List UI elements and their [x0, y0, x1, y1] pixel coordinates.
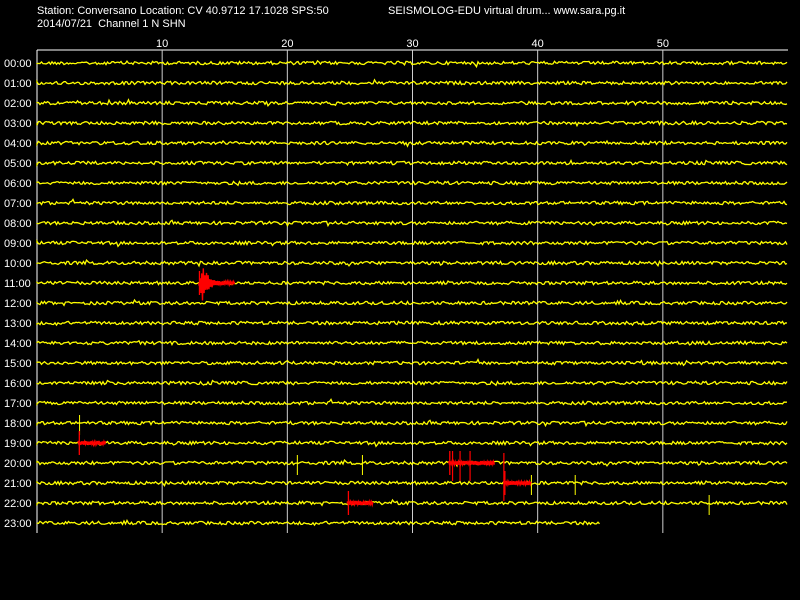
- event-waveform: [346, 498, 374, 508]
- row-label: 17:00: [4, 398, 32, 410]
- x-tick-label: 50: [657, 38, 669, 50]
- label-layer: 10 20 30 40 50 00:00 01:00 02:00 03:00 04:00 05:00…: [4, 38, 669, 530]
- x-tick-label: 40: [532, 38, 544, 50]
- event-waveform: [503, 478, 532, 488]
- trace-row-1500: [36, 358, 788, 367]
- event-1100-0: [197, 268, 236, 301]
- trace-row-1200: [36, 298, 788, 307]
- x-tick-label: 20: [281, 38, 293, 50]
- row-label: 00:00: [4, 58, 32, 70]
- row-label: 03:00: [4, 118, 32, 130]
- trace-row-0400: [36, 139, 788, 148]
- trace-row-0500: [36, 158, 788, 168]
- station-info: Station: Conversano Location: CV 40.9712…: [37, 5, 329, 17]
- x-tick-label: 10: [156, 38, 168, 50]
- trace-row-2100: [36, 480, 788, 487]
- row-label: 19:00: [4, 438, 32, 450]
- trace-row-0000: [36, 59, 788, 69]
- trace-row-0700: [36, 198, 788, 206]
- row-label: 15:00: [4, 358, 32, 370]
- event-waveform: [448, 458, 496, 468]
- trace-row-1900: [36, 440, 788, 448]
- row-label: 23:00: [4, 518, 32, 530]
- trace-row-1700: [36, 398, 788, 406]
- trace-row-0600: [36, 180, 788, 187]
- trace-layer: [36, 59, 788, 527]
- event-2100-3: [503, 471, 532, 495]
- event-waveform: [197, 268, 236, 301]
- event-layer: [77, 268, 532, 515]
- trace-row-0900: [36, 239, 788, 248]
- row-label: 14:00: [4, 338, 32, 350]
- row-label: 18:00: [4, 418, 32, 430]
- event-2000-2: [448, 451, 496, 475]
- trace-row-0800: [36, 219, 788, 228]
- row-label: 10:00: [4, 258, 32, 270]
- row-label: 20:00: [4, 458, 32, 470]
- event-2200-4: [346, 491, 374, 515]
- trace-row-0300: [36, 120, 788, 128]
- trace-row-0100: [36, 78, 788, 86]
- row-label: 01:00: [4, 78, 32, 90]
- trace-row-1100: [36, 280, 788, 286]
- row-label: 02:00: [4, 98, 32, 110]
- grid-layer: [36, 49, 788, 533]
- trace-row-1000: [36, 258, 788, 268]
- row-label: 21:00: [4, 478, 32, 490]
- row-label: 08:00: [4, 218, 32, 230]
- x-tick-label: 30: [406, 38, 418, 50]
- row-label: 06:00: [4, 178, 32, 190]
- row-label: 05:00: [4, 158, 32, 170]
- event-1900-1: [77, 431, 107, 455]
- product-info: SEISMOLOG-EDU virtual drum... www.sara.p…: [388, 5, 626, 17]
- date-channel-info: 2014/07/21 Channel 1 N SHN: [37, 18, 186, 30]
- trace-row-0200: [36, 98, 788, 107]
- trace-row-2200: [36, 498, 788, 507]
- trace-row-1300: [36, 320, 788, 327]
- row-label: 12:00: [4, 298, 32, 310]
- row-label: 07:00: [4, 198, 32, 210]
- trace-row-2300: [36, 518, 600, 527]
- trace-row-1800: [36, 419, 788, 428]
- event-waveform: [77, 438, 107, 448]
- row-label: 04:00: [4, 138, 32, 150]
- row-label: 11:00: [4, 278, 31, 290]
- row-label: 09:00: [4, 238, 32, 250]
- row-label: 16:00: [4, 378, 32, 390]
- trace-row-1600: [36, 379, 788, 387]
- row-label: 22:00: [4, 498, 32, 510]
- trace-row-2000: [36, 458, 788, 468]
- trace-row-1400: [36, 339, 788, 346]
- row-label: 13:00: [4, 318, 32, 330]
- header: Station: Conversano Location: CV 40.9712…: [0, 0, 800, 34]
